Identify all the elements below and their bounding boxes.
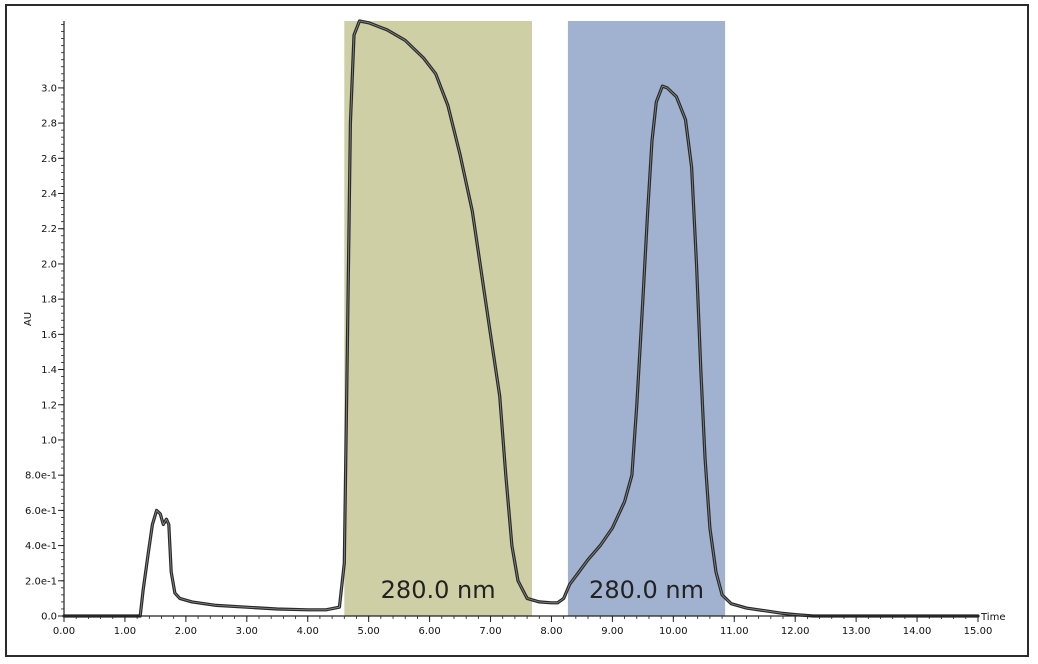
x-tick-label: 4.00 xyxy=(297,626,319,637)
y-tick-label: 2.6 xyxy=(41,154,57,165)
y-tick-label: 0.0 xyxy=(41,612,57,623)
y-axis-ticks: 0.0 2.0e-1 4.0e-1 6.0e-1 8.0e-1 1.0 1.2 1.4 1.6 1… xyxy=(25,24,64,623)
axes: 0.00 1.00 2.00 3.00 4.00 5.00 6.00 7.00 8.00 9.00… xyxy=(23,21,1005,637)
y-tick-label: 3.0 xyxy=(41,83,57,94)
x-axis-ticks: 0.00 1.00 2.00 3.00 4.00 5.00 6.00 7.00 8.00 9.00… xyxy=(53,616,992,637)
x-tick-label: 8.00 xyxy=(540,626,562,637)
band-2-label: 280.0 nm xyxy=(589,576,704,604)
series-line-1-highlight xyxy=(64,20,978,617)
series-layer xyxy=(62,19,980,618)
y-tick-label: 1.4 xyxy=(41,365,57,376)
x-tick-label: 10.00 xyxy=(659,626,688,637)
y-tick-label: 2.0 xyxy=(41,259,57,270)
x-tick-label: 12.00 xyxy=(781,626,810,637)
band-2 xyxy=(567,21,726,616)
y-tick-label: 2.2 xyxy=(41,224,57,235)
x-tick-label: 6.00 xyxy=(418,626,440,637)
y-tick-label: 2.8 xyxy=(41,119,57,130)
y-tick-label: 1.8 xyxy=(41,295,57,306)
x-tick-label: 2.00 xyxy=(175,626,197,637)
band-1 xyxy=(344,21,532,616)
x-tick-label: 15.00 xyxy=(964,626,993,637)
band-1-label: 280.0 nm xyxy=(381,576,496,604)
x-axis-title: Time xyxy=(980,612,1005,623)
x-tick-label: 13.00 xyxy=(842,626,871,637)
x-tick-label: 7.00 xyxy=(479,626,501,637)
y-tick-label: 1.0 xyxy=(41,435,57,446)
x-tick-label: 9.00 xyxy=(601,626,623,637)
x-tick-label: 1.00 xyxy=(114,626,136,637)
x-tick-label: 5.00 xyxy=(358,626,380,637)
highlight-bands: 280.0 nm 280.0 nm xyxy=(344,21,726,616)
y-tick-label: 1.2 xyxy=(41,400,57,411)
x-tick-label: 11.00 xyxy=(720,626,749,637)
y-tick-label: 4.0e-1 xyxy=(25,541,57,552)
y-tick-label: 1.6 xyxy=(41,330,57,341)
y-tick-label: 6.0e-1 xyxy=(25,506,57,517)
x-tick-label: 14.00 xyxy=(903,626,932,637)
y-axis-title: AU xyxy=(23,312,34,326)
x-tick-label: 0.00 xyxy=(53,626,75,637)
x-tick-label: 3.00 xyxy=(236,626,258,637)
y-tick-label: 2.0e-1 xyxy=(25,576,57,587)
y-tick-label: 2.4 xyxy=(41,189,57,200)
y-tick-label: 8.0e-1 xyxy=(25,471,57,482)
